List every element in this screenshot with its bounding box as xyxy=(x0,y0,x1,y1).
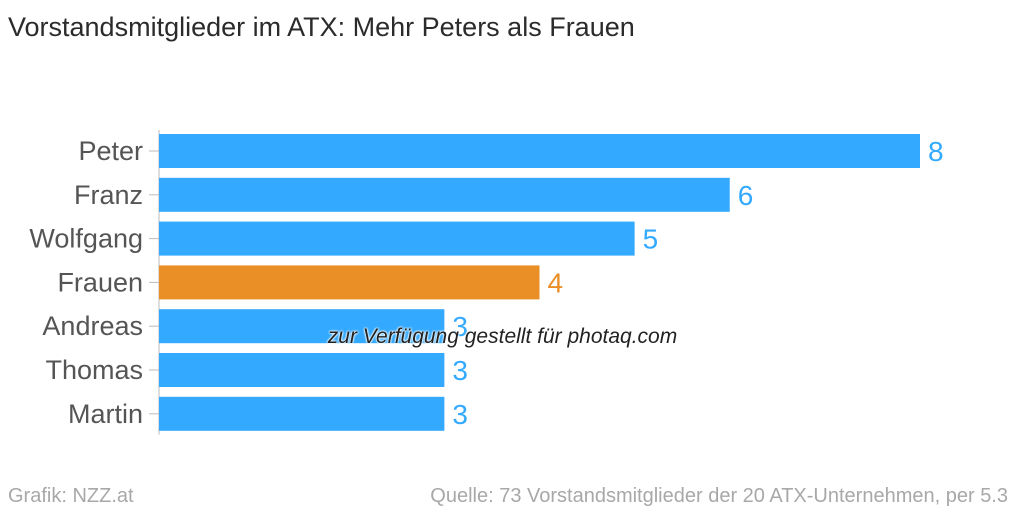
chart-title: Vorstandsmitglieder im ATX: Mehr Peters … xyxy=(8,12,635,42)
bar-frauen xyxy=(159,265,540,300)
value-label-peter: 8 xyxy=(928,136,944,167)
category-label-andreas: Andreas xyxy=(42,311,143,341)
value-label-franz: 6 xyxy=(738,180,754,211)
value-label-thomas: 3 xyxy=(452,355,468,386)
category-label-wolfgang: Wolfgang xyxy=(29,224,143,254)
bar-franz xyxy=(159,177,730,212)
value-label-martin: 3 xyxy=(452,399,468,430)
value-label-wolfgang: 5 xyxy=(643,224,659,255)
bar-peter xyxy=(159,134,920,168)
bar-wolfgang xyxy=(159,221,635,256)
watermark-text: zur Verfügung gestellt für photaq.com xyxy=(327,325,678,348)
credit-text: Grafik: NZZ.at xyxy=(8,485,134,507)
category-label-frauen: Frauen xyxy=(57,267,143,297)
bar-andreas xyxy=(159,309,445,344)
bar-martin xyxy=(159,396,445,431)
category-label-peter: Peter xyxy=(78,136,143,166)
bar-thomas xyxy=(159,353,445,387)
category-label-franz: Franz xyxy=(74,180,143,210)
value-label-andreas: 3 xyxy=(452,311,468,342)
source-text: Quelle: 73 Vorstandsmitglieder der 20 AT… xyxy=(430,485,1008,507)
category-label-thomas: Thomas xyxy=(45,355,143,385)
value-label-frauen: 4 xyxy=(548,267,564,298)
category-label-martin: Martin xyxy=(68,399,143,429)
